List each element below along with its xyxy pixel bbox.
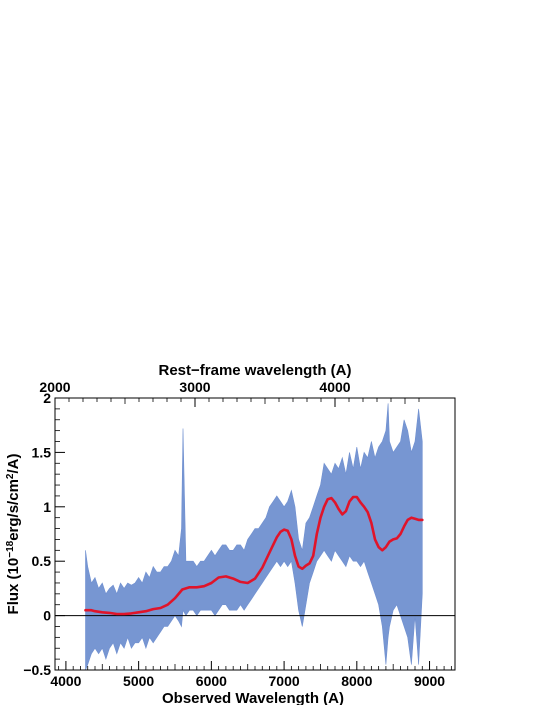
x-tick-label: 7000 [269,673,300,689]
y-tick-label: −0.5 [23,662,51,678]
axis-labels: Rest−frame wavelength (A) Observed Wavel… [5,362,352,705]
y-axis-title: Flux (10−18erg/s/cm2/A) [5,454,23,615]
y-tick-label: 2 [43,390,51,406]
y-title-part-2: erg/s/cm [5,479,22,541]
x-tick-label: 9000 [414,673,445,689]
x-tick-label: 4000 [50,673,81,689]
x-tick-label: 8000 [341,673,372,689]
x-axis-title: Observed Wavelength (A) [162,690,344,705]
y-title-part-3: /A) [5,454,22,474]
x-tick-label: 5000 [123,673,154,689]
y-title-part-1: Flux (10 [5,558,22,615]
spectrum-band [85,403,423,670]
smoothed-curve [84,495,424,616]
x2-tick-label: 3000 [179,379,210,395]
y-tick-label: 0.5 [32,553,52,569]
y-tick-label: 1 [43,499,51,515]
y-tick-label: 1.5 [32,444,52,460]
x2-tick-label: 2000 [39,379,70,395]
x2-axis-title: Rest−frame wavelength (A) [159,362,352,379]
y-title-sup-2: 2 [5,473,16,479]
x-tick-label: 6000 [196,673,227,689]
plot-area [55,403,455,670]
x2-tick-label: 4000 [319,379,350,395]
y-title-sup-1: −18 [5,540,16,557]
y-tick-label: 0 [43,608,51,624]
